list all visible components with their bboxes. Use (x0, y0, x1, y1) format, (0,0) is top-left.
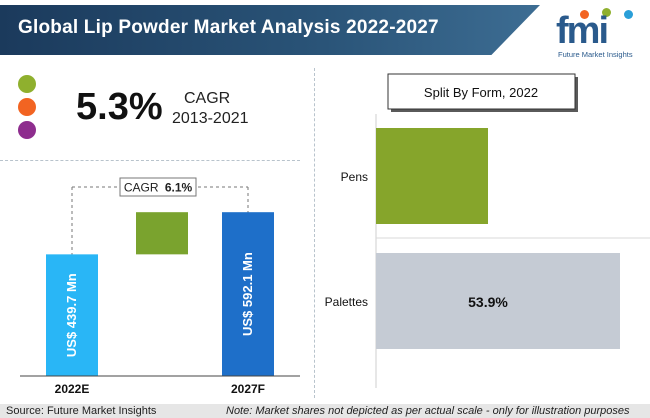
category-label-2027f: 2027F (231, 382, 265, 396)
growth-box (136, 212, 188, 255)
section-divider-vertical (314, 68, 315, 398)
footer-source: Source: Future Market Insights (6, 405, 157, 417)
fmi-logo: fmi Future Market Insights (556, 6, 646, 60)
cagr-annotation-label: CAGR (124, 181, 159, 195)
bar-pens (376, 128, 488, 224)
market-value-chart: CAGR 6.1% US$ 439.7 Mn US$ 592.1 Mn 2022… (20, 177, 300, 396)
logo-dot-orange (580, 10, 589, 19)
split-by-form-chart: Split By Form, 2022 Pens Palettes 53.9% (325, 73, 650, 388)
title-bar (0, 5, 540, 55)
category-label-pens: Pens (341, 170, 368, 184)
legend-dot-orange (18, 98, 36, 116)
bar-value-label-2027f: US$ 592.1 Mn (240, 252, 255, 336)
bar-palettes (376, 253, 620, 349)
cagr-annotation-box (119, 177, 197, 197)
logo-dot-green (602, 8, 611, 17)
palettes-value-label: 53.9% (468, 294, 508, 310)
footer-bar: Source: Future Market Insights Note: Mar… (0, 404, 650, 418)
cagr-label: CAGR (184, 90, 231, 107)
bar-2022e (46, 254, 98, 376)
legend-dot-purple (18, 121, 36, 139)
legend-dot-green (18, 75, 36, 93)
cagr-years: 2013-2021 (172, 110, 249, 127)
split-title-box (387, 73, 576, 110)
header-banner: Global Lip Powder Market Analysis 2022-2… (0, 0, 650, 60)
category-label-palettes: Palettes (325, 295, 368, 309)
logo-dot-blue (624, 10, 633, 19)
logo-subtitle: Future Market Insights (558, 50, 633, 59)
split-title: Split By Form, 2022 (424, 85, 538, 100)
section-divider-horizontal (0, 160, 300, 161)
page-title: Global Lip Powder Market Analysis 2022-2… (18, 17, 439, 38)
cagr-value: 5.3% (76, 86, 163, 128)
category-label-2022e: 2022E (55, 382, 90, 396)
cagr-annotation-text: CAGR 6.1% (124, 181, 193, 195)
logo-wordmark: fmi (556, 10, 609, 52)
bar-value-label-2022e: US$ 439.7 Mn (64, 273, 79, 357)
footer-note: Note: Market shares not depicted as per … (226, 405, 630, 417)
cagr-annotation-value: 6.1% (165, 181, 193, 195)
bar-2027f (222, 212, 274, 376)
